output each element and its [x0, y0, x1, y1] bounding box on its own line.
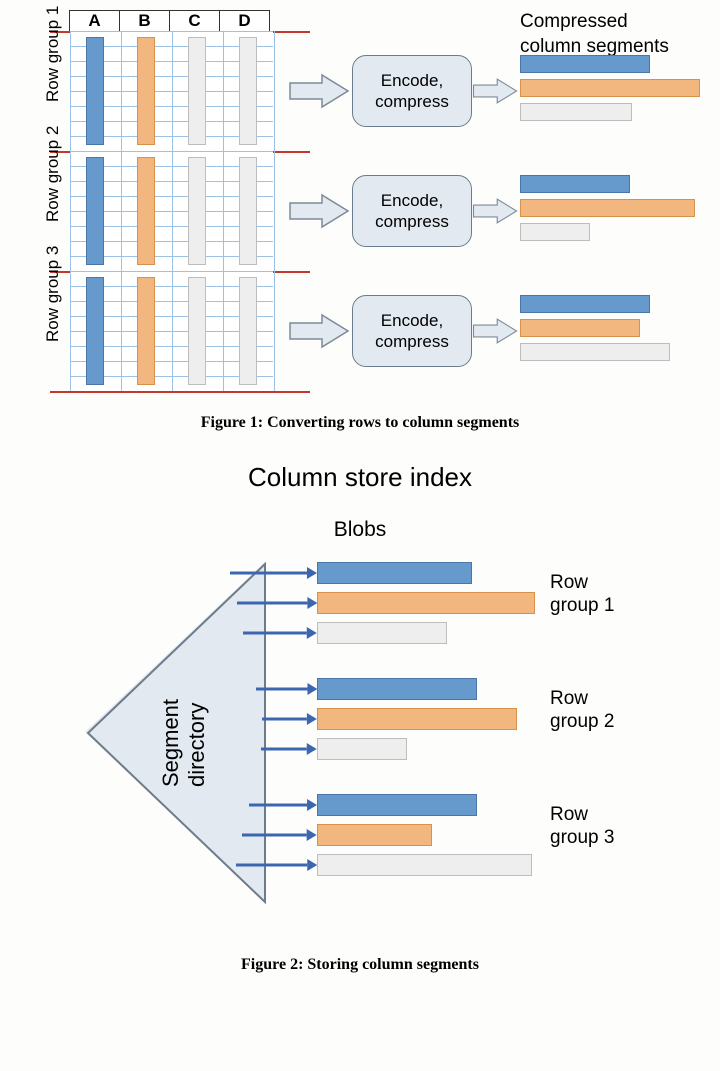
- segment-bar: [520, 55, 650, 73]
- grid-vline: [274, 151, 275, 271]
- segment-group: [520, 295, 670, 367]
- blob-segment-bar: [317, 824, 432, 846]
- row-group-label: Row group 3: [550, 804, 614, 850]
- arrow-icon: [288, 312, 350, 350]
- column-bar: [137, 37, 155, 145]
- column-bar: [239, 37, 257, 145]
- pointer-arrow-icon: [230, 566, 317, 580]
- encode-compress-box: Encode, compress: [352, 55, 472, 127]
- segment-bar: [520, 103, 632, 121]
- pointer-arrow-icon: [243, 626, 317, 640]
- row-group: Row group 1: [70, 31, 273, 151]
- col-header: A: [69, 10, 120, 32]
- blob-segment-bar: [317, 854, 532, 876]
- arrow-icon: [288, 72, 350, 110]
- column-bar: [188, 277, 206, 385]
- segment-group: [520, 175, 695, 247]
- column-bar: [86, 37, 104, 145]
- column-bar: [86, 277, 104, 385]
- blob-segment-bar: [317, 678, 477, 700]
- column-bar: [188, 157, 206, 265]
- column-bar: [239, 277, 257, 385]
- blob-segment-bar: [317, 708, 517, 730]
- row-group: Row group 2: [70, 151, 273, 271]
- blob-segment-bar: [317, 794, 477, 816]
- col-header: D: [219, 10, 270, 32]
- column-bar: [239, 157, 257, 265]
- column-bar: [86, 157, 104, 265]
- blob-segment-bar: [317, 562, 472, 584]
- segment-directory-label: Segment directory: [158, 699, 210, 787]
- grid-hline: [70, 271, 273, 272]
- row-group: Row group 3: [70, 271, 273, 391]
- arrow-icon: [288, 192, 350, 230]
- segment-bar: [520, 343, 670, 361]
- segment-bar: [520, 175, 630, 193]
- col-header: C: [169, 10, 220, 32]
- segment-bar: [520, 295, 650, 313]
- encode-compress-box: Encode, compress: [352, 295, 472, 367]
- row-group-label: Row group 3: [43, 320, 63, 342]
- row-group-label: Row group 2: [43, 200, 63, 222]
- row-group-label: Row group 2: [550, 688, 614, 734]
- arrow-icon: [472, 72, 518, 110]
- figure2-title: Column store index: [20, 462, 700, 493]
- segment-bar: [520, 319, 640, 337]
- pointer-arrow-icon: [262, 712, 317, 726]
- figure-1: A B C D Row group 1Row group 2Row group …: [20, 10, 700, 400]
- compressed-title: Compressed column segments: [520, 10, 669, 59]
- pointer-arrow-icon: [236, 858, 317, 872]
- figure2-caption: Figure 2: Storing column segments: [20, 956, 700, 974]
- pointer-arrow-icon: [242, 828, 317, 842]
- encode-compress-box: Encode, compress: [352, 175, 472, 247]
- arrow-icon: [472, 312, 518, 350]
- group-divider: [50, 391, 310, 393]
- column-bar: [137, 157, 155, 265]
- column-headers: A B C D: [70, 10, 270, 32]
- figure-2: Column store index Blobs Segment directo…: [20, 462, 700, 942]
- pointer-arrow-icon: [237, 596, 317, 610]
- row-group-label: Row group 1: [43, 80, 63, 102]
- row-group-label: Row group 1: [550, 572, 614, 618]
- figure2-subtitle: Blobs: [20, 518, 700, 542]
- segment-group: [520, 55, 700, 127]
- pointer-arrow-icon: [256, 682, 317, 696]
- pointer-arrow-icon: [249, 798, 317, 812]
- row-group-table: Row group 1Row group 2Row group 3: [70, 31, 273, 391]
- blob-segment-bar: [317, 738, 407, 760]
- blob-segment-bar: [317, 622, 447, 644]
- pointer-arrow-icon: [261, 742, 317, 756]
- grid-vline: [274, 31, 275, 151]
- blob-segment-bar: [317, 592, 535, 614]
- grid-vline: [274, 271, 275, 391]
- col-header: B: [119, 10, 170, 32]
- segment-bar: [520, 199, 695, 217]
- arrow-icon: [472, 192, 518, 230]
- segment-bar: [520, 223, 590, 241]
- segment-bar: [520, 79, 700, 97]
- column-bar: [137, 277, 155, 385]
- column-bar: [188, 37, 206, 145]
- grid-hline: [70, 31, 273, 32]
- grid-hline: [70, 151, 273, 152]
- figure1-caption: Figure 1: Converting rows to column segm…: [20, 414, 700, 432]
